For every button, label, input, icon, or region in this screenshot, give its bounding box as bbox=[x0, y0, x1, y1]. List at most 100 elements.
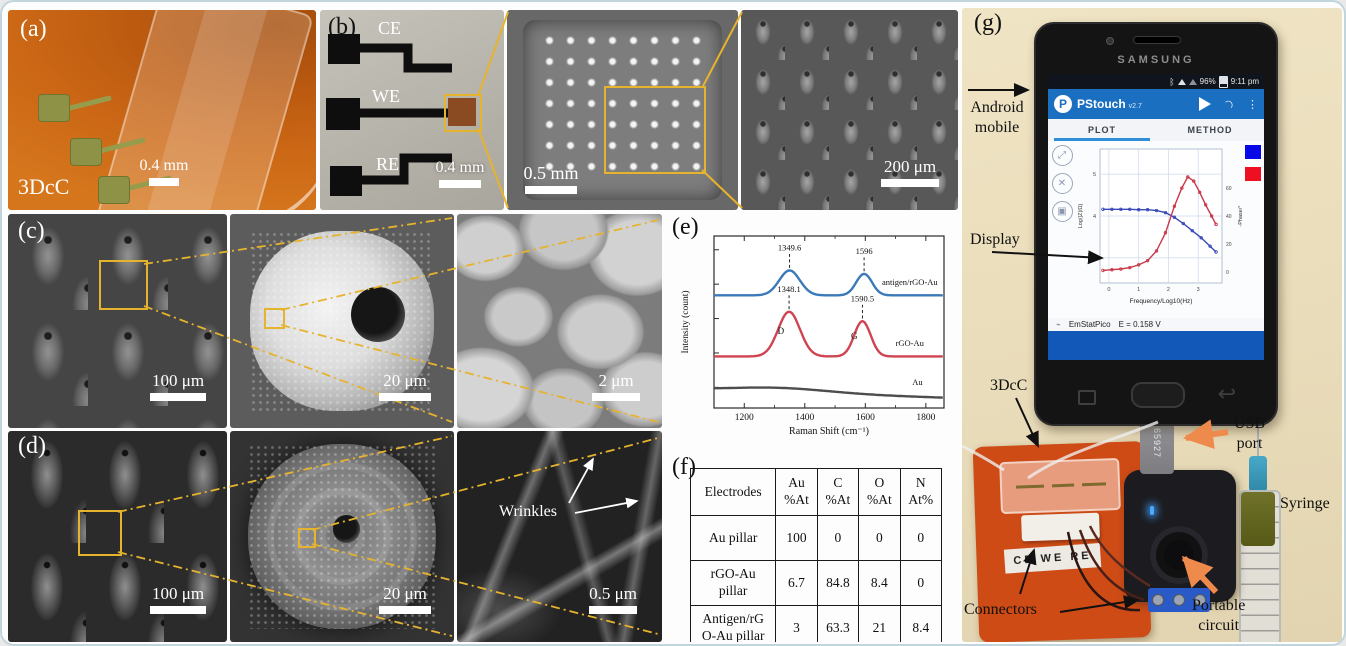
table-cell: 0 bbox=[899, 560, 943, 606]
table-cell: 21 bbox=[858, 605, 901, 642]
zoom-box-d1 bbox=[78, 510, 122, 556]
3dcc-device bbox=[999, 457, 1121, 515]
svg-text:D: D bbox=[778, 326, 785, 336]
svg-text:-Phase/°: -Phase/° bbox=[1238, 205, 1244, 226]
table-row: rGO-Au pillar 6.7 84.8 8.4 0 bbox=[689, 560, 943, 606]
svg-text:Raman Shift (cm⁻¹): Raman Shift (cm⁻¹) bbox=[789, 426, 869, 437]
scale-bar: 2 μm bbox=[585, 372, 647, 401]
connector-label-tape: CE WE RE bbox=[1003, 543, 1102, 574]
recents-button bbox=[1078, 390, 1096, 405]
column-header: Au %At bbox=[775, 468, 818, 516]
gold-electrode-pad bbox=[38, 94, 70, 122]
table-row: Au pillar 100 0 0 0 bbox=[689, 515, 943, 561]
table-cell: 0 bbox=[858, 515, 901, 561]
pstouch-logo-icon: P bbox=[1054, 95, 1072, 113]
syringe-label: Syringe bbox=[1280, 495, 1330, 512]
tab-bar: PLOT METHOD bbox=[1048, 119, 1264, 141]
svg-text:1349.6: 1349.6 bbox=[778, 243, 801, 253]
table-cell: Antigen/rG O-Au pillar bbox=[689, 605, 777, 642]
connectors-label: Connectors bbox=[964, 601, 1037, 618]
panel-e-tag: (e) bbox=[672, 214, 699, 240]
scale-bar: 20 μm bbox=[370, 372, 440, 401]
svg-text:4: 4 bbox=[1093, 214, 1096, 220]
save-icon: ▣ bbox=[1051, 201, 1073, 222]
potential-readout: E = 0.158 V bbox=[1118, 320, 1161, 329]
edge-connector bbox=[1021, 512, 1100, 542]
measurement-status-row: ⌁ EmStatPico E = 0.158 V bbox=[1048, 318, 1264, 331]
column-header: C %At bbox=[816, 468, 860, 516]
phone-brand: SAMSUNG bbox=[1117, 54, 1195, 66]
table-cell: 84.8 bbox=[816, 560, 860, 606]
play-icon bbox=[1199, 97, 1212, 111]
scale-bar: 200 μm bbox=[871, 158, 949, 187]
legend-red-swatch bbox=[1245, 167, 1261, 181]
panel-c-sem-1: (c) 100 μm bbox=[8, 214, 227, 428]
signal-icon bbox=[1188, 78, 1197, 85]
svg-text:1600: 1600 bbox=[856, 413, 875, 423]
syringe-liquid bbox=[1241, 492, 1275, 546]
zoom-box-array bbox=[604, 86, 706, 174]
panel-g-tag: (g) bbox=[974, 10, 1002, 36]
micropillar-array bbox=[539, 30, 711, 182]
syringe-needle bbox=[1257, 400, 1259, 458]
table-cell: 0 bbox=[899, 515, 943, 561]
back-button: ↩ bbox=[1217, 381, 1236, 406]
phone-screen: ᛒ 96% 9:11 pm P PStouch v2.7 ◠ ⋮ PLOT bbox=[1048, 74, 1264, 360]
panel-d-sem-2: 20 μm bbox=[230, 431, 454, 642]
overflow-menu-icon: ⋮ bbox=[1247, 98, 1258, 111]
table-cell: 0 bbox=[816, 515, 860, 561]
battery-icon bbox=[1218, 75, 1228, 88]
zoom-box-c1 bbox=[99, 260, 148, 310]
app-bar: P PStouch v2.7 ◠ ⋮ bbox=[1048, 89, 1264, 119]
battery-percent: 96% bbox=[1199, 77, 1216, 86]
svg-text:Frequency/Log10(Hz): Frequency/Log10(Hz) bbox=[1130, 298, 1193, 305]
signal-broadcast-icon: ◠ bbox=[1221, 96, 1237, 112]
re-label: RE bbox=[376, 154, 400, 174]
column-header: N At% bbox=[899, 468, 943, 516]
svg-text:40: 40 bbox=[1226, 214, 1232, 220]
svg-text:3: 3 bbox=[1093, 256, 1096, 262]
scale-bar: 0.5 mm bbox=[515, 164, 587, 194]
scale-bar: 100 μm bbox=[138, 372, 218, 401]
home-button bbox=[1131, 382, 1185, 408]
front-camera bbox=[1106, 37, 1114, 45]
panel-a-tag: (a) bbox=[20, 16, 47, 42]
earpiece-speaker bbox=[1133, 36, 1181, 44]
display-label: Display bbox=[970, 231, 1020, 248]
table-cell: 63.3 bbox=[816, 605, 860, 642]
scale-bar: 0.5 μm bbox=[577, 585, 649, 614]
app-name: PStouch bbox=[1077, 97, 1126, 111]
panel-f-table: (f) Electrodes Au %At C %At O %At N At% Au pi… bbox=[666, 454, 958, 642]
panel-e-chart: (e) 1200 1400 1600 1800 antigen/rGO-Au 1349.6… bbox=[666, 214, 958, 452]
app-version: v2.7 bbox=[1128, 102, 1142, 110]
svg-text:60: 60 bbox=[1226, 186, 1232, 192]
table-cell: Au pillar bbox=[689, 515, 777, 561]
table-cell: 6.7 bbox=[775, 560, 818, 606]
panel-b-sem-array: 0.5 mm bbox=[507, 10, 738, 210]
tab-method: METHOD bbox=[1187, 125, 1233, 135]
zoom-box-d2 bbox=[298, 528, 316, 548]
status-bar: ᛒ 96% 9:11 pm bbox=[1048, 74, 1264, 89]
zoom-box-b bbox=[444, 94, 482, 132]
impedance-plot: 0 1 2 3 3 4 5 0 20 40 60 Frequency/Log10(Hz) Log(|Z|… bbox=[1078, 148, 1244, 305]
scale-bar: 0.4 mm bbox=[128, 157, 200, 186]
3dcc-label: 3DcC bbox=[990, 377, 1028, 394]
panel-b-sem-pillars: 200 μm bbox=[741, 10, 958, 210]
scale-bar: 0.4 mm bbox=[422, 159, 498, 188]
panel-g-photo: (g) SAMSUNG ᛒ 96% 9:11 pm P PStouch v2.7 bbox=[962, 8, 1342, 642]
svg-text:1400: 1400 bbox=[795, 413, 814, 423]
android-mobile-label: Android mobile bbox=[970, 99, 1024, 136]
svg-text:antigen/rGO-Au: antigen/rGO-Au bbox=[882, 277, 938, 287]
panel-d-sem-3: Wrinkles 0.5 μm bbox=[457, 431, 662, 642]
plot-area: ⤢ ✕ ▣ 0 1 2 3 3 4 5 0 20 40 60 Frequency/Log10(Hz) L… bbox=[1048, 141, 1264, 318]
svg-text:1596: 1596 bbox=[856, 246, 873, 256]
svg-text:2: 2 bbox=[1167, 287, 1170, 293]
svg-text:1: 1 bbox=[1137, 287, 1140, 293]
svg-text:rGO-Au: rGO-Au bbox=[896, 338, 925, 348]
panel-b-tag: (b) bbox=[328, 14, 356, 40]
we-label: WE bbox=[372, 86, 400, 106]
instrument-name: EmStatPico bbox=[1068, 320, 1111, 329]
scale-bar: 100 μm bbox=[138, 585, 218, 614]
svg-text:20: 20 bbox=[1226, 242, 1232, 248]
round-connector bbox=[1150, 526, 1208, 584]
